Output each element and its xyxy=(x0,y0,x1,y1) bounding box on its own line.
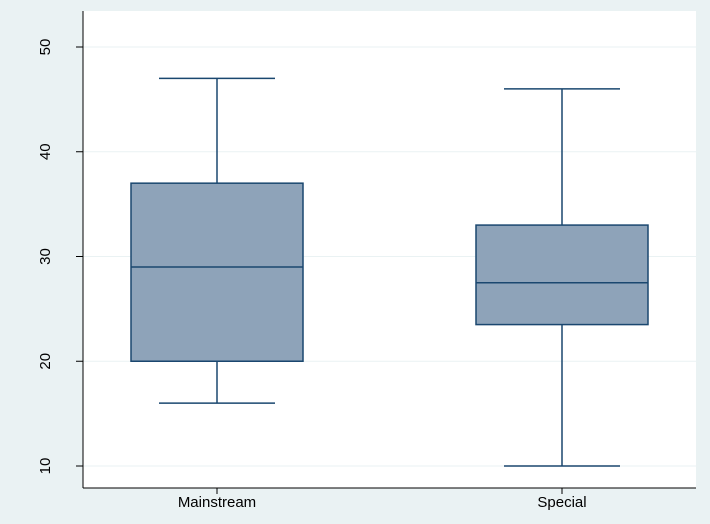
x-tick-label-special: Special xyxy=(537,494,586,511)
y-tick-label: 20 xyxy=(37,353,54,370)
y-axis-ticks: 10 20 30 40 50 xyxy=(37,39,83,475)
iqr-box xyxy=(475,224,649,326)
y-tick-label: 50 xyxy=(37,39,54,56)
iqr-box xyxy=(130,182,304,362)
box-special xyxy=(475,88,649,467)
y-tick-label: 30 xyxy=(37,248,54,265)
x-tick-label-mainstream: Mainstream xyxy=(178,494,256,511)
boxes xyxy=(130,77,649,467)
y-tick-label: 10 xyxy=(37,458,54,475)
y-tick-label: 40 xyxy=(37,143,54,160)
x-axis-labels: Mainstream Special xyxy=(178,488,587,511)
box-mainstream xyxy=(130,77,304,404)
